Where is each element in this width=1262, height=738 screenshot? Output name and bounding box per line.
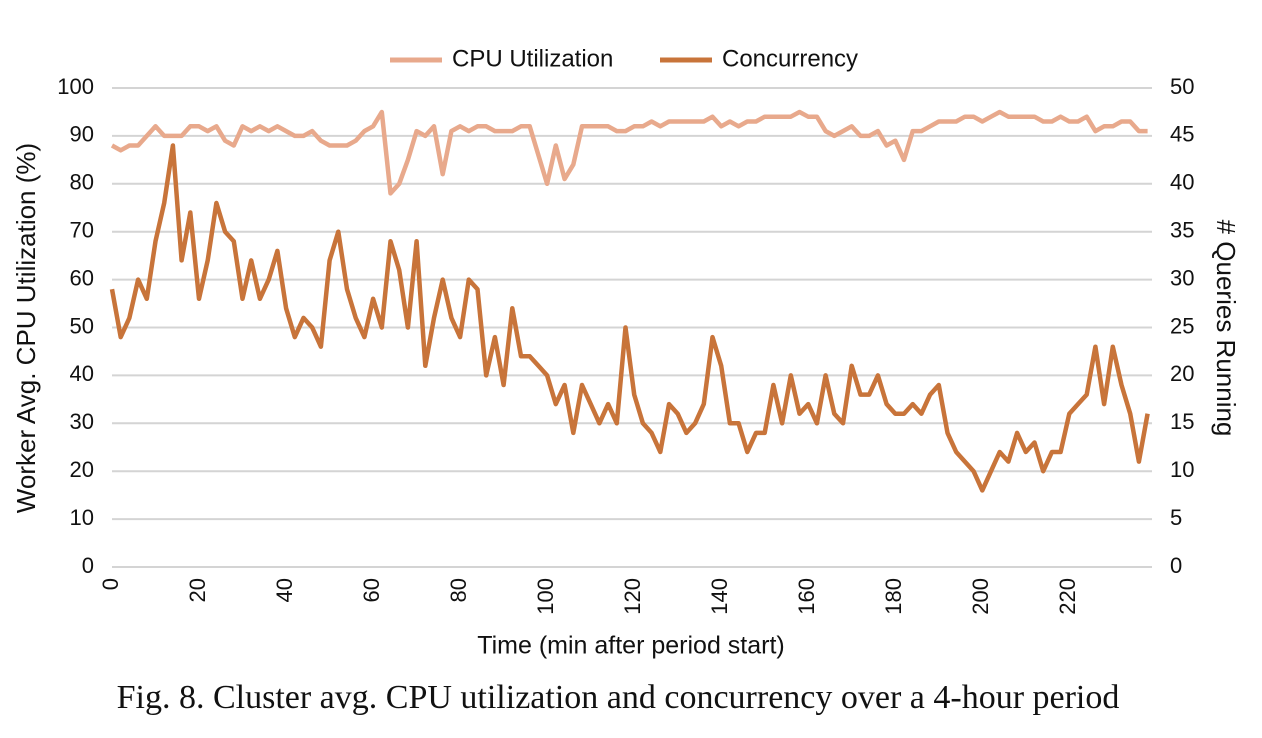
- legend-label: CPU Utilization: [452, 45, 613, 72]
- y2-tick-label: 35: [1170, 218, 1194, 243]
- y-tick-label: 60: [70, 265, 94, 290]
- y-tick-label: 30: [70, 409, 94, 434]
- x-tick-label: 120: [620, 578, 645, 615]
- y2-tick-label: 25: [1170, 313, 1194, 338]
- y-tick-label: 40: [70, 361, 94, 386]
- caption: Fig. 8. Cluster avg. CPU utilization and…: [117, 679, 1120, 716]
- y-tick-label: 80: [70, 170, 94, 195]
- y-tick-label: 20: [70, 457, 94, 482]
- y-tick-label: 10: [70, 505, 94, 530]
- x-tick-label: 60: [359, 578, 384, 602]
- y-tick-label: 50: [70, 313, 94, 338]
- x-axis-title: Time (min after period start): [477, 632, 784, 660]
- y-tick-label: 100: [57, 74, 94, 99]
- y-tick-label: 90: [70, 122, 94, 147]
- y2-tick-label: 40: [1170, 170, 1194, 195]
- x-tick-label: 140: [707, 578, 732, 615]
- y2-tick-label: 45: [1170, 122, 1194, 147]
- y2-tick-label: 0: [1170, 553, 1182, 578]
- y2-tick-label: 50: [1170, 74, 1194, 99]
- y2-tick-label: 10: [1170, 457, 1194, 482]
- y2-axis-title: # Queries Running: [1211, 220, 1241, 437]
- x-tick-label: 160: [794, 578, 819, 615]
- x-tick-label: 80: [446, 578, 471, 602]
- legend-label: Concurrency: [722, 45, 858, 72]
- x-tick-label: 180: [881, 578, 906, 615]
- y-tick-label: 70: [70, 218, 94, 243]
- x-tick-label: 20: [185, 578, 210, 602]
- y-axis-title: Worker Avg. CPU Utilization (%): [11, 143, 41, 513]
- y2-tick-label: 5: [1170, 505, 1182, 530]
- y-tick-label: 0: [82, 553, 94, 578]
- x-tick-label: 220: [1055, 578, 1080, 615]
- y2-tick-label: 15: [1170, 409, 1194, 434]
- data-line: [109, 143, 1150, 493]
- data-line: [110, 109, 1148, 196]
- y2-tick-label: 20: [1170, 361, 1194, 386]
- x-tick-label: 200: [968, 578, 993, 615]
- x-tick-label: 40: [272, 578, 297, 602]
- x-tick-label: 0: [98, 578, 123, 590]
- y2-tick-label: 30: [1170, 265, 1194, 290]
- x-tick-label: 100: [533, 578, 558, 615]
